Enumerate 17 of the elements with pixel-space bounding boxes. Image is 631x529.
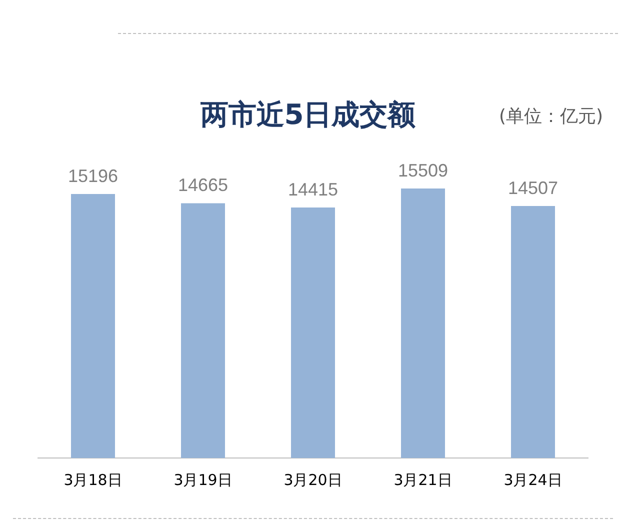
x-tick-label: 3月19日 (174, 470, 232, 489)
data-label: 14507 (508, 178, 558, 198)
data-label: 14665 (178, 175, 228, 196)
chart-title: 两市近5日成交额 (200, 98, 416, 131)
x-tick-label: 3月24日 (504, 470, 562, 489)
bar (401, 188, 445, 458)
bar (181, 203, 225, 458)
x-tick-label: 3月21日 (394, 470, 452, 489)
bar (71, 194, 115, 458)
data-label: 14415 (288, 180, 338, 200)
x-tick-label: 3月20日 (284, 470, 342, 489)
x-tick-label: 3月18日 (64, 470, 122, 489)
chart-subtitle: (单位：亿元) (498, 105, 603, 128)
data-label: 15196 (68, 166, 118, 186)
bar (291, 208, 335, 458)
data-label: 15509 (398, 160, 448, 180)
bar (511, 206, 555, 458)
